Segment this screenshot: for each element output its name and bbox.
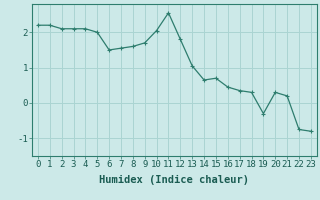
X-axis label: Humidex (Indice chaleur): Humidex (Indice chaleur)	[100, 175, 249, 185]
